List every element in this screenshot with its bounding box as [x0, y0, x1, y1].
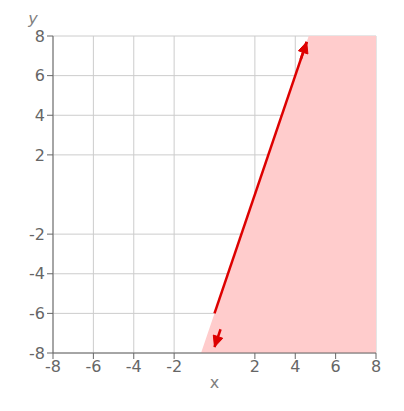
svg-text:y: y — [27, 9, 38, 28]
svg-text:-2: -2 — [166, 357, 182, 376]
svg-text:6: 6 — [331, 357, 341, 376]
svg-text:6: 6 — [35, 66, 45, 85]
svg-text:4: 4 — [290, 357, 300, 376]
svg-text:2: 2 — [35, 146, 45, 165]
svg-text:8: 8 — [35, 27, 45, 46]
svg-text:-8: -8 — [29, 344, 45, 363]
svg-text:-4: -4 — [126, 357, 142, 376]
svg-text:x: x — [210, 373, 219, 392]
svg-text:2: 2 — [250, 357, 260, 376]
svg-text:-6: -6 — [29, 304, 45, 323]
svg-text:-6: -6 — [85, 357, 101, 376]
svg-text:-8: -8 — [45, 357, 61, 376]
svg-text:4: 4 — [35, 106, 45, 125]
svg-text:8: 8 — [371, 357, 381, 376]
svg-text:-4: -4 — [29, 264, 45, 283]
svg-text:-2: -2 — [29, 225, 45, 244]
